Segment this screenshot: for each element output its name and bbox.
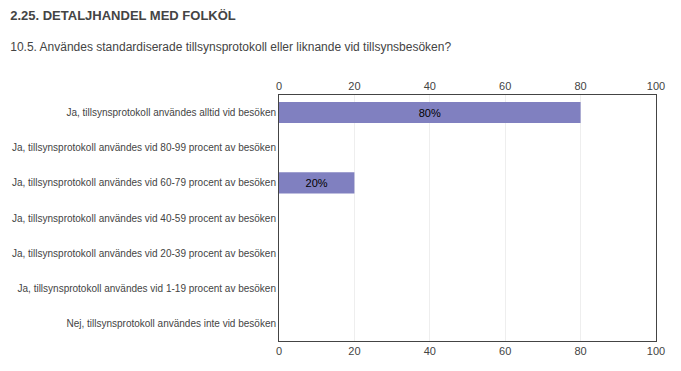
svg-text:Ja, tillsynsprotokoll användes: Ja, tillsynsprotokoll användes vid 40-59… (12, 213, 276, 224)
svg-text:100: 100 (647, 80, 665, 92)
svg-text:0: 0 (276, 80, 282, 92)
svg-text:Ja, tillsynsprotokoll användes: Ja, tillsynsprotokoll användes vid 80-99… (12, 142, 276, 153)
svg-text:2.25. DETALJHANDEL MED FOLKÖL: 2.25. DETALJHANDEL MED FOLKÖL (10, 8, 236, 23)
svg-text:40: 40 (424, 345, 436, 357)
svg-text:80%: 80% (419, 107, 441, 119)
svg-text:80: 80 (574, 345, 586, 357)
svg-text:20%: 20% (306, 177, 328, 189)
svg-text:80: 80 (574, 80, 586, 92)
svg-text:Nej, tillsynsprotokoll använde: Nej, tillsynsprotokoll användes inte vid… (66, 318, 276, 329)
svg-text:60: 60 (499, 345, 511, 357)
svg-text:20: 20 (348, 80, 360, 92)
svg-text:0: 0 (276, 345, 282, 357)
svg-text:100: 100 (647, 345, 665, 357)
svg-text:10.5. Användes standardiserade: 10.5. Användes standardiserade tillsynsp… (10, 40, 451, 54)
svg-text:Ja, tillsynsprotokoll användes: Ja, tillsynsprotokoll användes vid 60-79… (12, 177, 276, 188)
svg-text:60: 60 (499, 80, 511, 92)
svg-text:20: 20 (348, 345, 360, 357)
svg-text:Ja, tillsynsprotokoll användes: Ja, tillsynsprotokoll användes alltid vi… (66, 107, 276, 118)
svg-text:40: 40 (424, 80, 436, 92)
svg-text:Ja, tillsynsprotokoll användes: Ja, tillsynsprotokoll användes vid 20-39… (12, 248, 276, 259)
svg-text:Ja, tillsynsprotokoll användes: Ja, tillsynsprotokoll användes vid 1-19 … (18, 283, 276, 294)
